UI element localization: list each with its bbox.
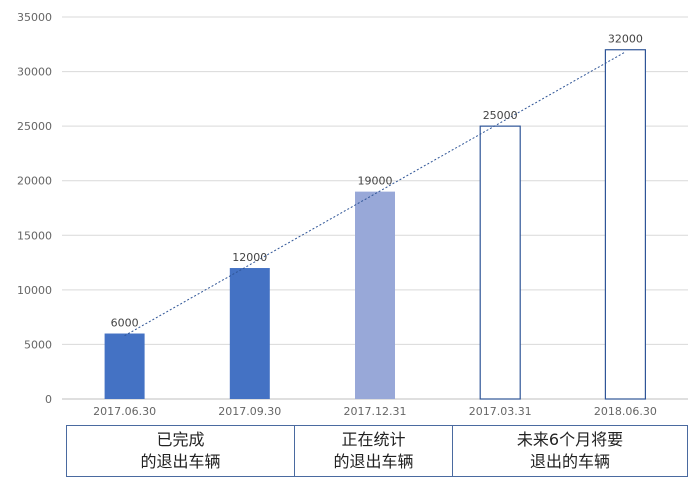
bar-2017.09.30	[229, 268, 270, 399]
data-label: 12000	[232, 251, 267, 264]
x-tick-label: 2017.06.30	[93, 405, 156, 418]
group-counting: 正在统计 的退出车辆	[294, 425, 453, 477]
group-counting-line2: 的退出车辆	[333, 452, 414, 471]
x-tick-label: 2017.12.31	[344, 405, 407, 418]
data-label: 32000	[608, 33, 643, 46]
bar-2017.03.31	[479, 125, 521, 400]
group-upcoming-line1: 未来6个月将要	[516, 430, 624, 449]
bar-2018.06.30	[604, 49, 647, 400]
x-tick-label: 2018.06.30	[594, 405, 657, 418]
data-label: 19000	[358, 175, 393, 188]
y-tick-label: 35000	[17, 11, 52, 24]
x-tick-label: 2017.09.30	[218, 405, 281, 418]
group-completed: 已完成 的退出车辆	[66, 425, 295, 477]
data-labels: 6000 12000 19000 25000 32000	[111, 33, 643, 330]
data-label: 6000	[111, 317, 139, 330]
y-tick-label: 5000	[24, 338, 52, 351]
group-completed-line2: 的退出车辆	[140, 452, 221, 471]
y-tick-label: 25000	[17, 120, 52, 133]
bar-2017.06.30	[104, 333, 145, 399]
x-axis: 2017.06.30 2017.09.30 2017.12.31 2017.03.31…	[93, 405, 657, 418]
x-tick-label: 2017.03.31	[469, 405, 532, 418]
y-axis: 0 5000 10000 15000 20000 25000 30000 35000	[17, 11, 52, 406]
data-label: 25000	[483, 109, 518, 122]
y-tick-label: 15000	[17, 229, 52, 242]
bar-2017.12.31	[355, 191, 395, 399]
group-counting-line1: 正在统计	[341, 430, 406, 449]
group-upcoming: 未来6个月将要 退出的车辆	[452, 425, 688, 477]
group-completed-line1: 已完成	[156, 430, 205, 449]
y-tick-label: 20000	[17, 175, 52, 188]
y-tick-label: 10000	[17, 284, 52, 297]
y-tick-label: 0	[45, 393, 52, 406]
y-tick-label: 30000	[17, 66, 52, 79]
bars	[104, 49, 647, 400]
bar-chart: 0 5000 10000 15000 20000 25000 30000 35000 6000…	[17, 11, 688, 418]
group-upcoming-line2: 退出的车辆	[529, 452, 610, 471]
